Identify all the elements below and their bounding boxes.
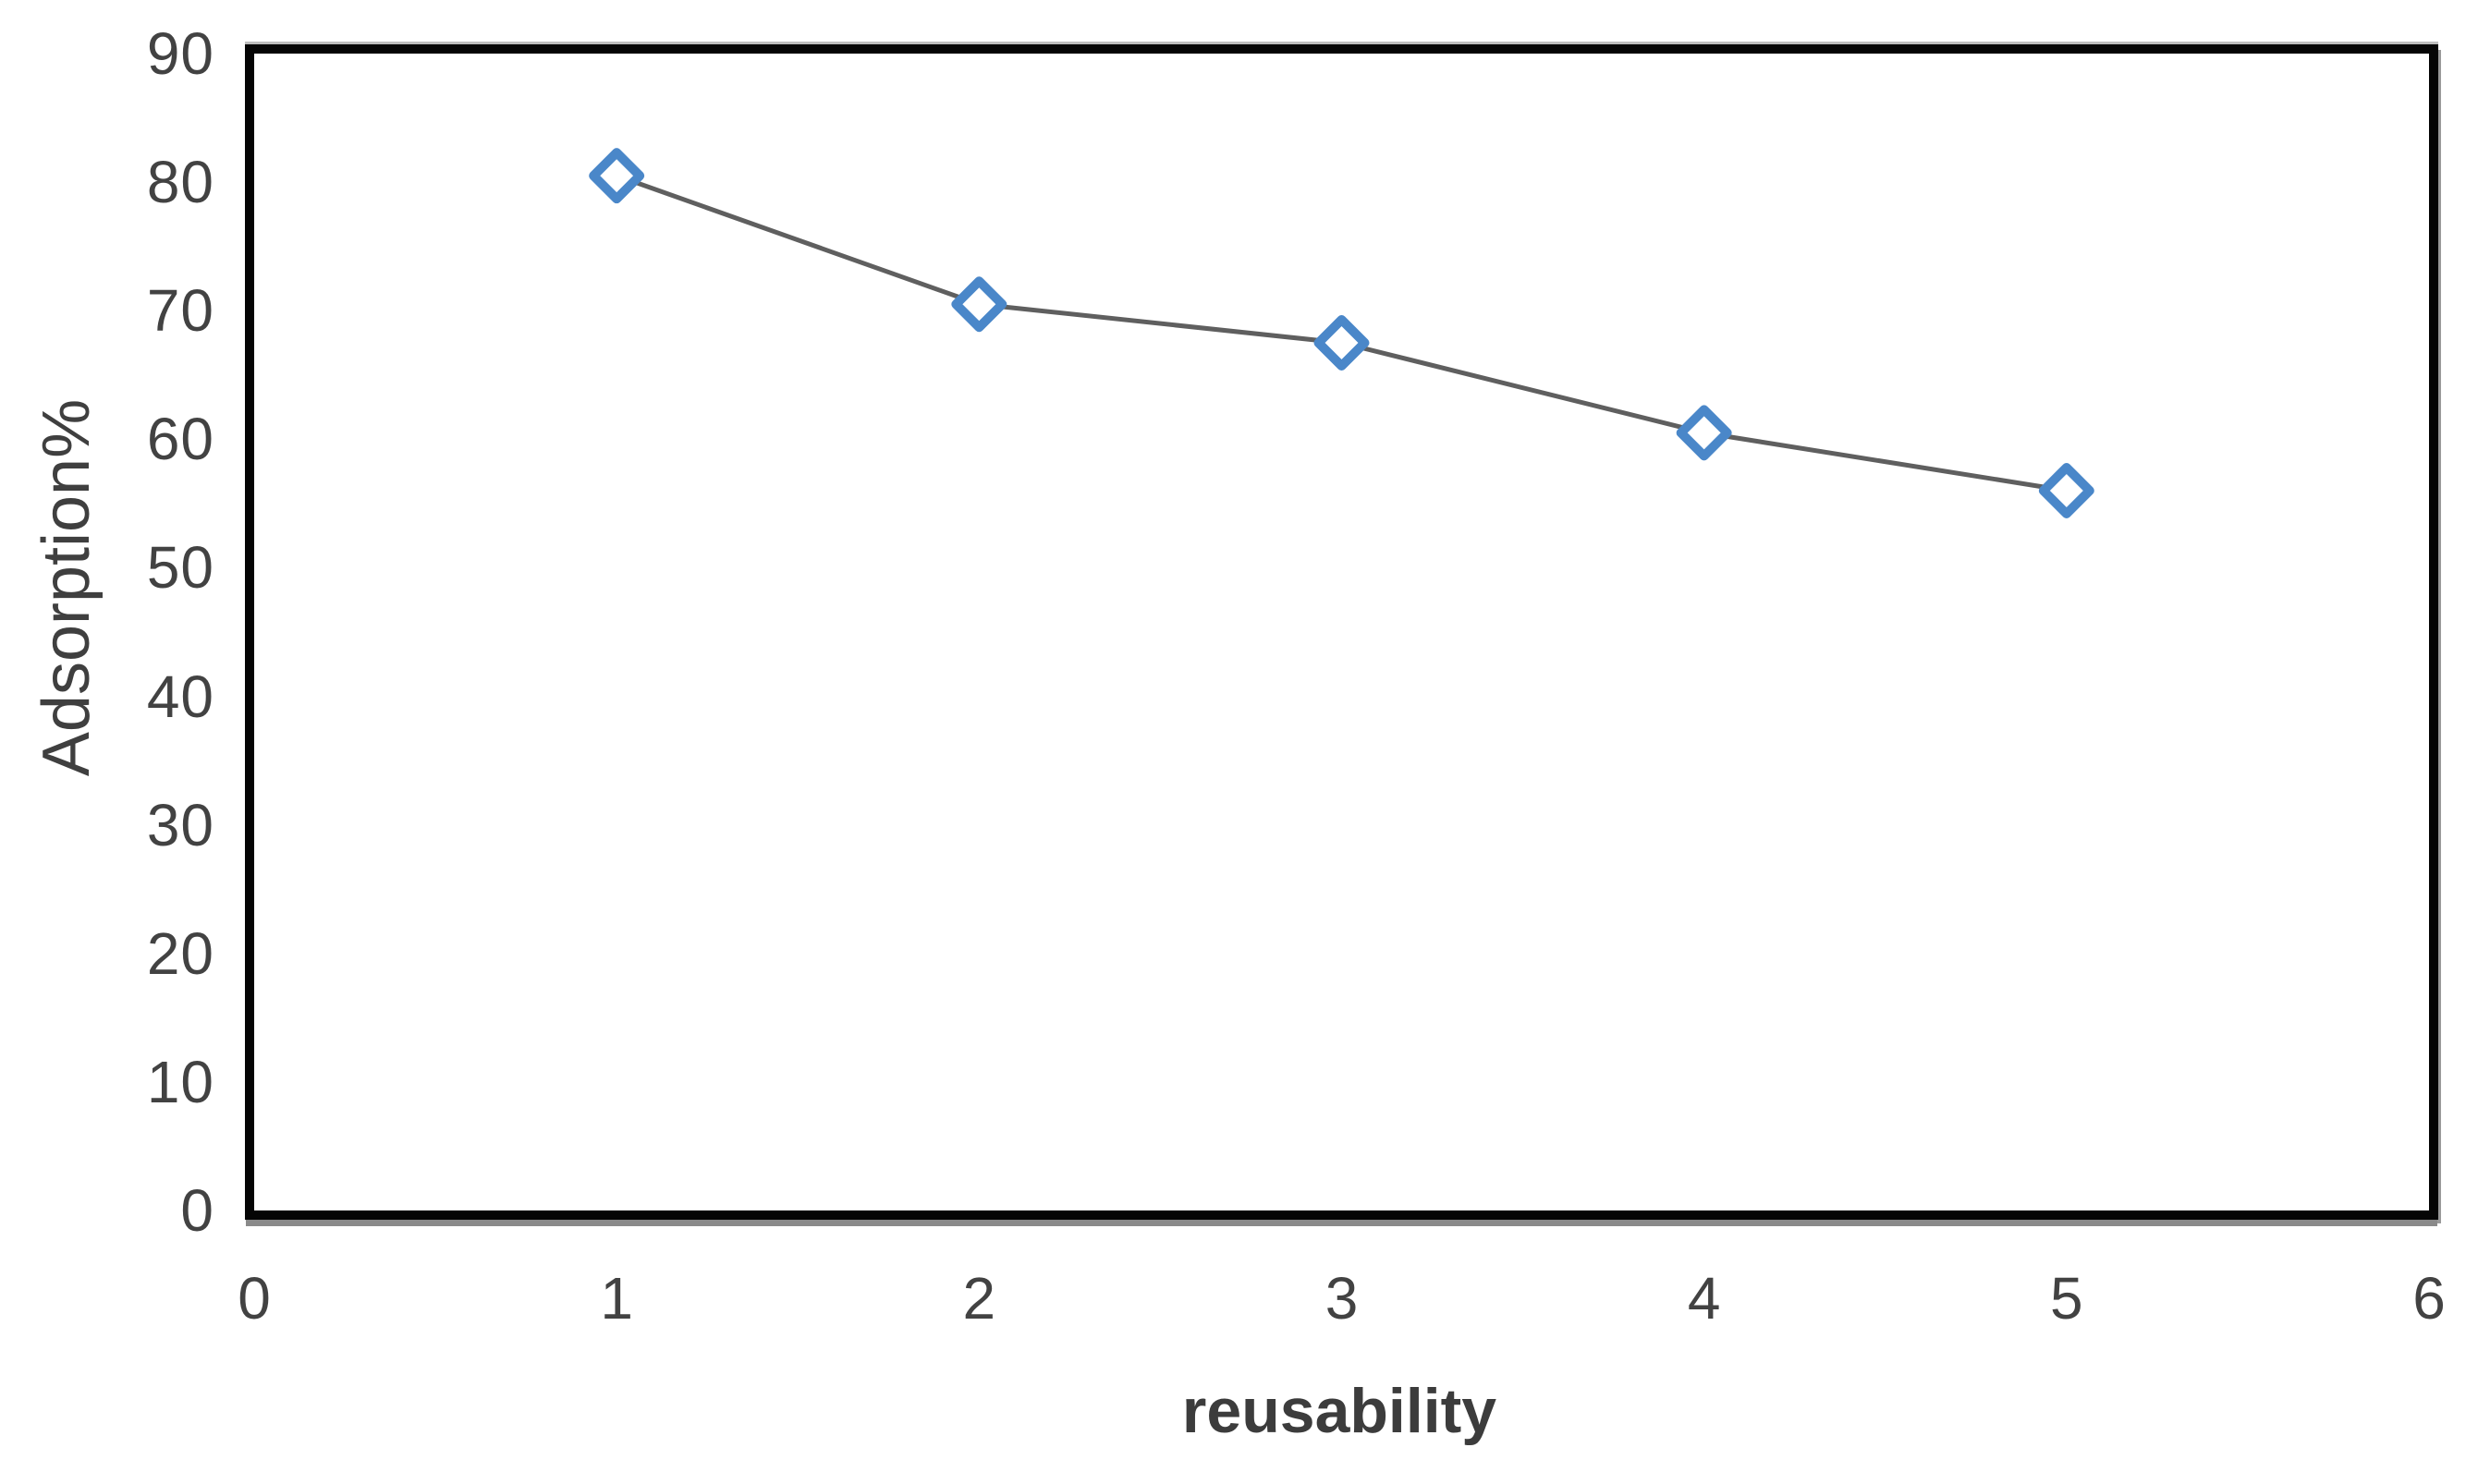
diamond-marker [589, 148, 645, 204]
y-tick-label: 80 [146, 149, 214, 216]
x-tick-label: 1 [600, 1265, 633, 1332]
diamond-marker [2038, 462, 2094, 518]
x-tick-label: 5 [2050, 1265, 2083, 1332]
y-tick-label: 40 [146, 663, 214, 730]
y-tick-label: 50 [146, 534, 214, 602]
diamond-marker [1313, 315, 1370, 371]
x-tick-label: 0 [238, 1265, 271, 1332]
x-axis-title: reusability [1181, 1376, 1497, 1446]
y-tick-label: 20 [146, 919, 214, 987]
y-tick-label: 70 [146, 277, 214, 345]
y-tick-label: 30 [146, 791, 214, 858]
x-tick-label: 3 [1324, 1265, 1359, 1332]
y-tick-label: 90 [146, 20, 214, 87]
y-tick-label: 0 [180, 1177, 214, 1244]
y-tick-label: 10 [146, 1048, 214, 1115]
x-tick-label: 4 [1687, 1265, 1721, 1332]
x-tick-label: 2 [962, 1265, 996, 1332]
plot-area [245, 44, 2438, 1220]
diamond-marker [951, 276, 1007, 333]
diamond-marker [1676, 405, 1732, 461]
y-tick-label: 60 [146, 406, 214, 473]
x-tick-label: 6 [2412, 1265, 2446, 1332]
data-series-layer [589, 148, 2094, 518]
